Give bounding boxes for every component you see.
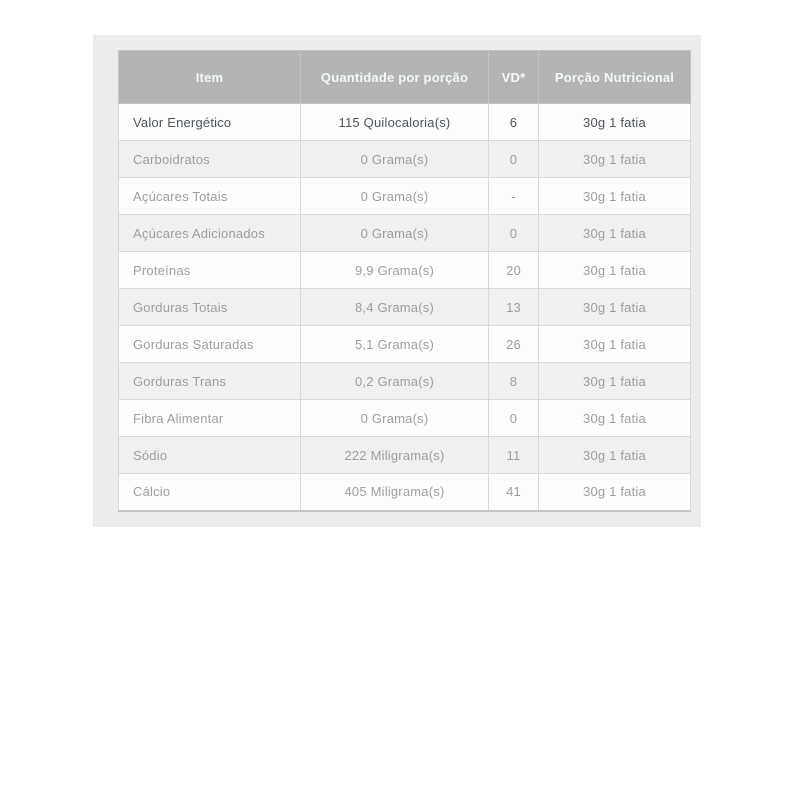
- cell-item: Gorduras Totais: [118, 288, 301, 326]
- cell-vd: 11: [488, 436, 539, 474]
- table-row: Carboidratos 0 Grama(s) 0 30g 1 fatia: [118, 140, 691, 178]
- column-header-quantity: Quantidade por porção: [300, 50, 489, 104]
- cell-portion: 30g 1 fatia: [538, 103, 691, 141]
- column-header-portion: Porção Nutricional: [538, 50, 691, 104]
- cell-quantity: 0 Grama(s): [300, 399, 489, 437]
- cell-item: Proteínas: [118, 251, 301, 289]
- cell-portion: 30g 1 fatia: [538, 140, 691, 178]
- table-row: Gorduras Trans 0,2 Grama(s) 8 30g 1 fatia: [118, 362, 691, 400]
- table-row: Sódio 222 Miligrama(s) 11 30g 1 fatia: [118, 436, 691, 474]
- cell-portion: 30g 1 fatia: [538, 436, 691, 474]
- cell-vd: 8: [488, 362, 539, 400]
- cell-item: Cálcio: [118, 473, 301, 512]
- cell-quantity: 0,2 Grama(s): [300, 362, 489, 400]
- cell-quantity: 405 Miligrama(s): [300, 473, 489, 512]
- table-row: Proteínas 9,9 Grama(s) 20 30g 1 fatia: [118, 251, 691, 289]
- table-row: Gorduras Saturadas 5,1 Grama(s) 26 30g 1 fa…: [118, 325, 691, 363]
- table-row: Gorduras Totais 8,4 Grama(s) 13 30g 1 fatia: [118, 288, 691, 326]
- table-row: Fibra Alimentar 0 Grama(s) 0 30g 1 fatia: [118, 399, 691, 437]
- cell-item: Sódio: [118, 436, 301, 474]
- cell-portion: 30g 1 fatia: [538, 251, 691, 289]
- cell-portion: 30g 1 fatia: [538, 399, 691, 437]
- column-header-item: Item: [118, 50, 301, 104]
- cell-portion: 30g 1 fatia: [538, 362, 691, 400]
- table-row: Açúcares Totais 0 Grama(s) -30g 1 fatia: [118, 177, 691, 215]
- cell-quantity: 222 Miligrama(s): [300, 436, 489, 474]
- column-header-vd: VD*: [488, 50, 539, 104]
- cell-vd: 41: [488, 473, 539, 512]
- table-row: Valor Energético 115 Quilocaloria(s) 6 30g …: [118, 103, 691, 141]
- cell-vd: 6: [488, 103, 539, 141]
- cell-vd: -: [488, 177, 539, 215]
- cell-portion: 30g 1 fatia: [538, 177, 691, 215]
- cell-portion: 30g 1 fatia: [538, 214, 691, 252]
- cell-vd: 26: [488, 325, 539, 363]
- cell-quantity: 0 Grama(s): [300, 214, 489, 252]
- cell-item: Carboidratos: [118, 140, 301, 178]
- cell-quantity: 5,1 Grama(s): [300, 325, 489, 363]
- cell-quantity: 0 Grama(s): [300, 140, 489, 178]
- cell-vd: 0: [488, 399, 539, 437]
- table-row: Cálcio 405 Miligrama(s) 41 30g 1 fatia: [118, 473, 691, 512]
- cell-quantity: 9,9 Grama(s): [300, 251, 489, 289]
- cell-item: Fibra Alimentar: [118, 399, 301, 437]
- cell-quantity: 0 Grama(s): [300, 177, 489, 215]
- nutrition-panel: Item Quantidade por porção VD* Porção Nutri…: [93, 35, 701, 527]
- cell-item: Valor Energético: [118, 103, 301, 141]
- cell-vd: 20: [488, 251, 539, 289]
- table-header-row: Item Quantidade por porção VD* Porção Nutri…: [118, 50, 691, 104]
- cell-quantity: 8,4 Grama(s): [300, 288, 489, 326]
- cell-vd: 0: [488, 214, 539, 252]
- cell-portion: 30g 1 fatia: [538, 325, 691, 363]
- cell-item: Gorduras Saturadas: [118, 325, 301, 363]
- cell-portion: 30g 1 fatia: [538, 288, 691, 326]
- cell-portion: 30g 1 fatia: [538, 473, 691, 512]
- cell-vd: 0: [488, 140, 539, 178]
- cell-item: Açúcares Adicionados: [118, 214, 301, 252]
- cell-vd: 13: [488, 288, 539, 326]
- cell-quantity: 115 Quilocaloria(s): [300, 103, 489, 141]
- nutrition-table: Item Quantidade por porção VD* Porção Nutri…: [118, 50, 691, 512]
- table-row: Açúcares Adicionados 0 Grama(s) 0 30g 1 fat…: [118, 214, 691, 252]
- cell-item: Açúcares Totais: [118, 177, 301, 215]
- cell-item: Gorduras Trans: [118, 362, 301, 400]
